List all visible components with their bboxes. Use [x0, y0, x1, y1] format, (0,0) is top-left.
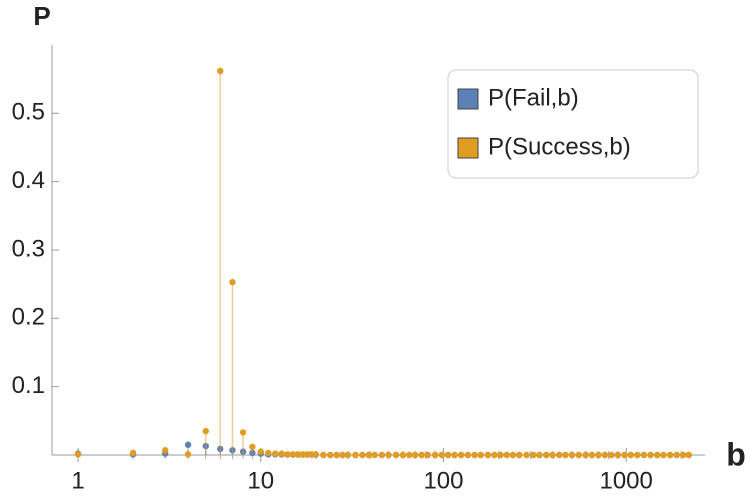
x-tick-label: 10	[247, 467, 274, 494]
point	[647, 451, 654, 459]
point	[549, 451, 556, 459]
point	[582, 451, 589, 459]
point	[257, 448, 264, 455]
point	[217, 67, 224, 75]
point	[601, 451, 609, 459]
point	[229, 278, 236, 286]
point	[406, 451, 413, 459]
point	[438, 451, 446, 459]
point	[451, 451, 458, 459]
point	[385, 451, 392, 459]
y-axis-label: P	[33, 1, 50, 31]
point	[249, 443, 256, 450]
point	[418, 451, 425, 459]
point	[640, 451, 648, 459]
point	[497, 451, 504, 459]
legend-label: P(Fail,b)	[488, 84, 579, 111]
point	[299, 451, 307, 458]
point	[359, 451, 366, 459]
point	[184, 451, 192, 458]
series	[74, 67, 692, 459]
point	[679, 451, 687, 459]
point	[392, 451, 400, 459]
point	[484, 451, 492, 459]
point	[239, 429, 247, 436]
point	[634, 451, 641, 459]
point	[530, 451, 537, 459]
point	[595, 451, 602, 459]
point	[685, 451, 692, 459]
point	[536, 451, 543, 459]
point	[621, 451, 628, 459]
point	[457, 451, 465, 459]
y-tick-label: 0.1	[12, 372, 45, 399]
point	[344, 451, 352, 459]
legend-swatch	[457, 88, 479, 110]
point	[673, 451, 680, 459]
point	[431, 451, 439, 459]
point	[491, 451, 498, 459]
point	[289, 451, 297, 458]
point	[627, 451, 635, 459]
y-tick-label: 0.3	[12, 235, 45, 262]
x-tick-label: 1	[71, 467, 84, 494]
y-tick-label: 0.4	[12, 167, 45, 194]
point	[444, 451, 452, 459]
point	[568, 451, 576, 459]
point	[272, 450, 279, 457]
x-axis-label: b	[726, 436, 746, 472]
point	[265, 449, 272, 457]
point	[424, 451, 431, 459]
point	[74, 451, 82, 458]
y-tick-label: 0.2	[12, 304, 45, 331]
point	[509, 451, 517, 459]
point	[312, 451, 319, 458]
point	[464, 451, 472, 459]
x-tick-label: 1000	[599, 467, 652, 494]
point	[129, 449, 137, 457]
point	[320, 451, 327, 459]
point	[523, 451, 530, 459]
point	[562, 451, 569, 459]
point	[588, 451, 596, 459]
point	[471, 451, 478, 459]
point	[327, 451, 334, 459]
point	[503, 451, 510, 459]
y-tick-label: 0.5	[12, 99, 45, 126]
point	[294, 451, 302, 458]
point	[411, 451, 419, 459]
point	[608, 451, 615, 459]
point	[162, 447, 169, 454]
point	[575, 451, 582, 459]
point	[378, 451, 386, 459]
legend-label: P(Success,b)	[488, 133, 631, 160]
point	[614, 451, 622, 459]
point	[202, 427, 209, 435]
point	[654, 451, 661, 459]
point	[339, 451, 346, 459]
point	[184, 441, 192, 448]
point	[352, 451, 359, 459]
point	[666, 451, 674, 459]
point	[284, 451, 291, 458]
point	[556, 451, 563, 459]
point	[543, 451, 550, 459]
legend-swatch	[457, 137, 479, 159]
point	[399, 451, 407, 459]
point	[516, 451, 523, 459]
point	[278, 450, 285, 457]
x-tick-label: 100	[423, 467, 463, 494]
point	[371, 451, 378, 459]
point	[660, 451, 667, 459]
legend-box	[447, 69, 699, 179]
point	[333, 451, 340, 459]
point	[477, 451, 484, 459]
point	[365, 451, 372, 459]
